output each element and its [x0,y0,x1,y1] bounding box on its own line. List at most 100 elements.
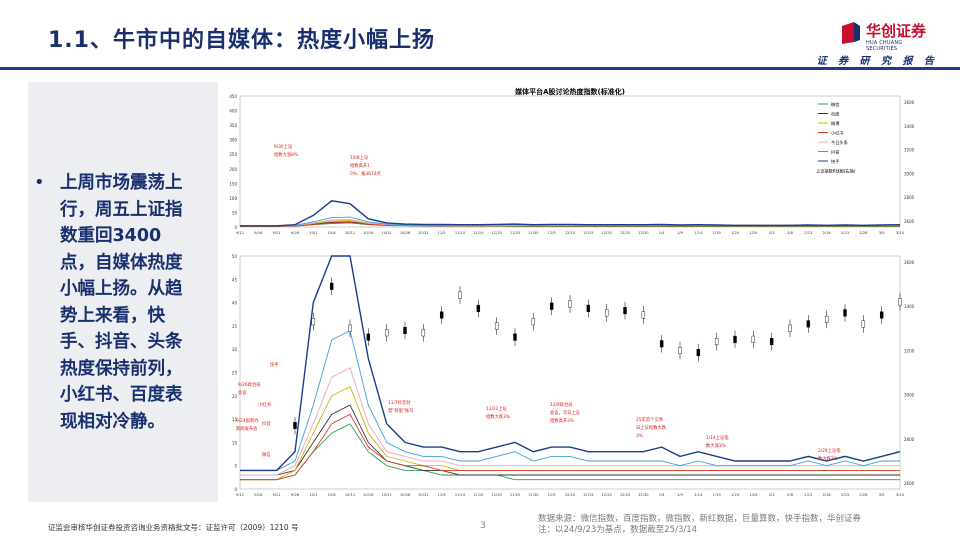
note-line: 注：以24/9/23为基点，数据截至25/3/14 [538,525,698,535]
index-candle [769,338,774,346]
annotation-text: 11/7抖音封 [388,399,411,406]
annotation-text: 0%，报3674点 [350,170,381,177]
x-tick-label: 11/15 [473,231,483,235]
annotation-text: 会议 [238,389,247,396]
y-tick-label: 10 [232,440,238,445]
summary-panel [28,82,218,502]
y-tick-label: 200 [229,167,237,172]
x-tick-label: 10/21 [381,231,391,235]
index-candle [384,329,389,337]
y2-tick-label: 2600 [904,219,915,224]
x-tick-label: 12/15 [583,493,593,496]
x-tick-label: 11/10 [455,231,466,235]
x-tick-label: 11/5 [438,231,446,235]
summary-text: 上周市场震荡上行，周五上证指数重回3400点，自媒体热度小幅上扬。从趋势上来看，… [60,173,183,432]
y-tick-label: 250 [229,152,237,157]
logo-text-en: HUA CHUANG SECURITIES [866,40,903,52]
y-tick-label: 35 [232,324,238,329]
annotation-text: 会议，次日上证 [550,409,581,416]
index-candle [696,349,701,357]
x-tick-label: 10/21 [381,493,391,496]
y-tick-label: 350 [229,123,237,128]
y-tick-label: 30 [232,347,238,352]
annotation-text: 25年首个交易 [636,416,663,423]
x-tick-label: 10/6 [328,231,337,235]
x-tick-label: 11/30 [528,493,539,496]
y-tick-label: 450 [229,94,237,99]
series-line-1 [240,404,900,476]
x-tick-label: 12/25 [620,231,630,235]
x-tick-label: 2/13 [804,493,812,496]
x-tick-label: 10/1 [309,231,317,235]
y2-tick-label: 2800 [904,195,915,200]
annotation-text: 指数大涨8% [274,151,298,158]
x-tick-label: 1/19 [713,493,722,496]
x-tick-label: 12/15 [583,231,593,235]
x-tick-label: 11/20 [491,493,502,496]
x-tick-label: 11/20 [491,231,502,235]
x-tick-label: 1/24 [731,493,740,496]
index-candle [293,422,297,430]
x-tick-label: 11/25 [510,231,520,235]
legend-label: 抖音 [831,149,839,156]
annotation-text: 数大涨3% [706,442,726,449]
x-tick-label: 1/9 [677,493,683,496]
x-tick-label: 12/25 [620,493,630,496]
y2-tick-label: 3600 [904,100,915,105]
x-tick-label: 9/26 [291,493,300,496]
annotation-text: 禁"荐股"账号 [388,407,413,414]
x-tick-label: 11/5 [438,493,446,496]
x-tick-label: 10/1 [309,493,317,496]
y-tick-label: 40 [232,301,238,306]
index-candle [476,304,481,312]
x-tick-label: 12/10 [565,231,576,235]
annotation-text: 微信 [262,451,271,458]
index-candle [439,311,444,319]
y-tick-label: 0 [234,225,237,230]
legend-label: 上证指数K线图(右轴) [816,168,856,175]
x-tick-label: 10/31 [418,231,428,235]
series-line-0 [240,423,900,481]
y2-tick-label: 3000 [904,393,915,398]
title-divider [0,67,960,70]
chart-svg: 媒体平台A股讨论热度指数(标准化)45040035030025020015010… [229,87,915,497]
index-candle [751,335,756,343]
series-line-6 [240,255,901,472]
x-tick-label: 1/9 [677,231,683,235]
x-tick-label: 10/6 [328,493,337,496]
x-tick-label: 10/31 [418,493,428,496]
x-tick-label: 10/26 [400,493,411,496]
annotation-text: 9/26政治局 [238,381,261,388]
x-tick-label: 1/14 [694,231,703,235]
report-slogan: 证 券 研 究 报 告 [816,56,938,67]
y-tick-label: 20 [232,394,238,399]
y-tick-label: 50 [232,254,238,259]
annotation-text: 10/8上证 [350,154,369,161]
index-candle [604,309,609,317]
series-line-3 [240,413,900,481]
x-tick-label: 3/10 [896,493,905,496]
x-tick-label: 10/16 [363,231,374,235]
annotation-text: 12/9政治局 [550,401,573,408]
index-candle [806,320,811,328]
y-tick-label: 25 [232,371,238,376]
y-tick-label: 0 [234,487,237,492]
annotation-text: 数大跌2% [818,455,838,462]
index-candle [678,346,682,354]
annotation-text: 指数大跌3% [486,413,510,420]
x-tick-label: 2/23 [841,493,849,496]
plot-frame [239,95,901,228]
x-tick-label: 1/4 [659,231,665,235]
y-tick-label: 5 [234,464,237,469]
x-tick-label: 10/11 [345,493,355,496]
annotation-text: 指数高开3% [550,417,574,424]
index-candle [348,324,352,332]
x-tick-label: 11/10 [455,493,466,496]
annotation-text: 1/14上证指 [706,434,729,441]
annotation-text: 2/28上证指 [818,447,841,454]
x-tick-label: 12/5 [548,231,556,235]
index-candle [311,318,316,326]
x-tick-label: 2/18 [823,493,832,496]
annotation-text: 小红书 [258,401,272,408]
y2-tick-label: 2600 [904,481,915,486]
